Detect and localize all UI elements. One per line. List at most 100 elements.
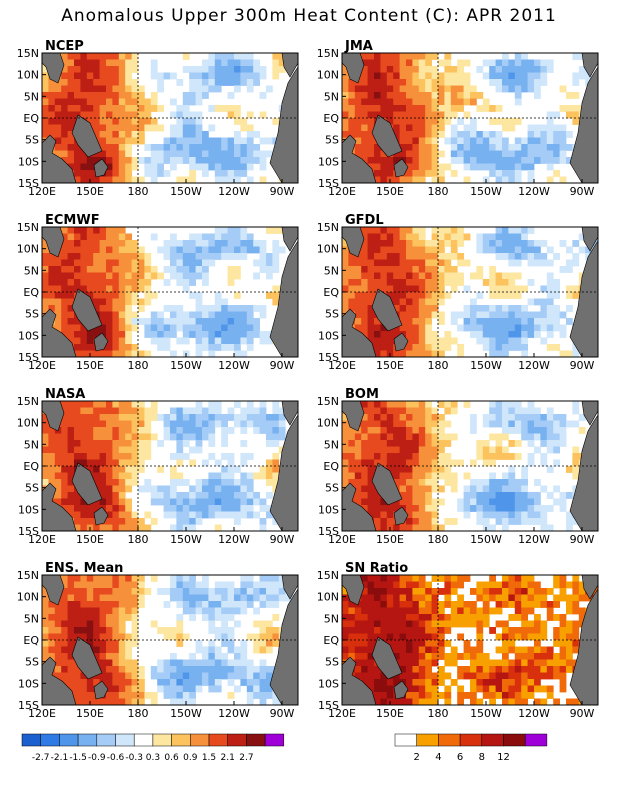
heatmap-cell (463, 98, 471, 106)
heatmap-cell (406, 679, 413, 686)
heatmap-cell (527, 440, 535, 447)
heatmap-cell (374, 331, 381, 338)
heatmap-cell (125, 111, 132, 119)
heatmap-cell (566, 466, 573, 473)
heatmap-cell (246, 485, 254, 493)
heatmap-cell (131, 253, 139, 260)
heatmap-cell (431, 85, 439, 93)
heatmap-cell (438, 240, 445, 247)
heatmap-cell (361, 453, 368, 460)
heatmap-cell (176, 137, 184, 145)
heatmap-cell (246, 511, 254, 519)
heatmap-cell (118, 492, 126, 499)
heatmap-cell (438, 666, 445, 673)
x-tick-label: 150E (376, 533, 404, 546)
heatmap-cell (67, 601, 75, 608)
heatmap-cell (240, 324, 248, 332)
heatmap-cell (546, 246, 554, 254)
heatmap-cell (99, 318, 107, 325)
heatmap-cell (406, 466, 413, 473)
heatmap-cell (266, 666, 273, 673)
heatmap-cell (559, 659, 567, 667)
heatmap-cell (546, 318, 554, 325)
heatmap-cell (431, 672, 439, 680)
heatmap-cell (367, 601, 375, 608)
heatmap-cell (354, 266, 362, 273)
heatmap-cell (399, 427, 407, 434)
heatmap-cell (444, 627, 452, 634)
heatmap-cell (61, 485, 68, 493)
heatmap-cell (361, 672, 368, 680)
heatmap-cell (380, 253, 388, 260)
heatmap-cell (150, 414, 158, 421)
heatmap-cell (86, 594, 94, 602)
heatmap-cell (425, 72, 432, 80)
heatmap-cell (278, 59, 286, 67)
heatmap-cell (489, 420, 496, 428)
heatmap-cell (272, 614, 280, 621)
heatmap-cell (214, 305, 222, 312)
heatmap-cell (502, 144, 509, 151)
heatmap-cell (214, 324, 222, 332)
heatmap-cell (540, 633, 548, 641)
heatmap-cell (380, 505, 388, 512)
heatmap-cell (170, 511, 177, 519)
heatmap-cell (195, 505, 203, 512)
heatmap-cell (527, 459, 535, 467)
heatmap-cell (457, 137, 464, 145)
heatmap-cell (106, 692, 113, 699)
heatmap-cell (412, 414, 420, 421)
heatmap-cell (399, 324, 407, 332)
heatmap-cell (380, 672, 388, 680)
heatmap-cell (399, 144, 407, 151)
heatmap-cell (431, 144, 439, 151)
heatmap-cell (412, 85, 420, 93)
heatmap-cell (514, 427, 522, 434)
heatmap-cell (495, 150, 503, 158)
heatmap-cell (42, 118, 49, 125)
heatmap-cell (176, 131, 184, 138)
heatmap-cell (157, 85, 164, 93)
heatmap-cell (189, 524, 196, 532)
heatmap-cell (502, 420, 509, 428)
heatmap-cell (418, 344, 426, 351)
heatmap-cell (463, 511, 471, 519)
heatmap-cell (393, 407, 400, 415)
heatmap-cell (374, 401, 381, 408)
heatmap-cell (221, 498, 228, 506)
heatmap-cell (99, 420, 107, 428)
heatmap-cell (546, 646, 554, 654)
heatmap-cell (508, 163, 516, 171)
heatmap-cell (540, 253, 548, 260)
heatmap-cell (221, 440, 228, 447)
heatmap-cell (214, 492, 222, 499)
panel-title: NCEP (45, 39, 84, 54)
heatmap-cell (354, 472, 362, 480)
heatmap-cell (444, 685, 452, 693)
heatmap-cell (131, 666, 139, 673)
heatmap-cell (386, 614, 394, 621)
heatmap-cell (463, 498, 471, 506)
heatmap-cell (195, 588, 203, 595)
heatmap-cell (93, 614, 100, 621)
heatmap-cell (221, 157, 228, 164)
heatmap-cell (342, 453, 349, 460)
heatmap-cell (425, 446, 432, 454)
heatmap-cell (221, 607, 228, 615)
heatmap-cell (553, 672, 560, 680)
heatmap-cell (412, 298, 420, 306)
heatmap-cell (476, 66, 484, 73)
heatmap-cell (170, 331, 177, 338)
heatmap-cell (93, 157, 100, 164)
heatmap-cell (514, 420, 522, 428)
heatmap-cell (425, 498, 432, 506)
heatmap-cell (534, 414, 541, 421)
heatmap-cell (234, 240, 241, 247)
heatmap-cell (508, 479, 516, 486)
heatmap-cell (534, 131, 541, 138)
heatmap-cell (514, 72, 522, 80)
heatmap-cell (425, 472, 432, 480)
heatmap-cell (246, 331, 254, 338)
heatmap-cell (393, 150, 400, 158)
heatmap-cell (572, 253, 580, 260)
